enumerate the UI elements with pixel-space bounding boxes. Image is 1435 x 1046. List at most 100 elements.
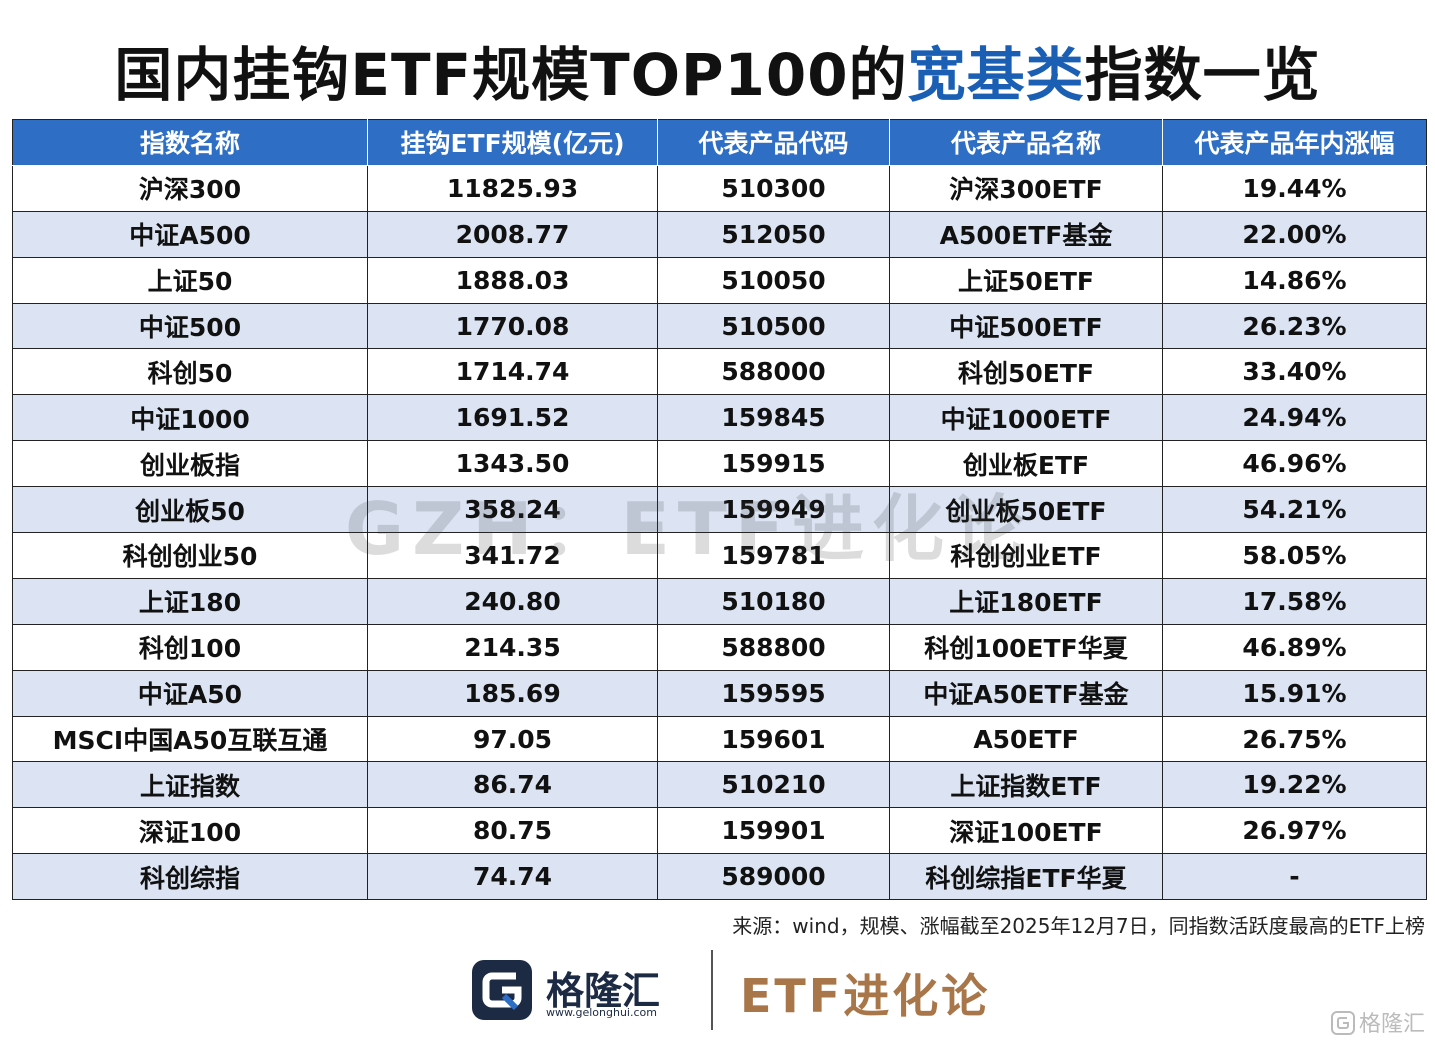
- table-cell: 科创50ETF: [889, 348, 1163, 396]
- table-cell: 17.58%: [1162, 577, 1427, 625]
- table-row: MSCI中国A50互联互通 97.05 159601 A50ETF 26.75%: [12, 715, 1427, 763]
- table-cell: 159915: [657, 440, 890, 488]
- logo-url: www.gelonghui.com: [546, 1006, 657, 1019]
- table-cell: -: [1162, 853, 1427, 901]
- table-cell: 24.94%: [1162, 394, 1427, 442]
- column-header: 代表产品名称: [889, 119, 1163, 166]
- table-cell: 中证1000ETF: [889, 394, 1163, 442]
- table-cell: 沪深300ETF: [889, 164, 1163, 212]
- table-cell: 159781: [657, 532, 890, 579]
- table-cell: 14.86%: [1162, 256, 1427, 304]
- table-cell: 86.74: [367, 761, 658, 809]
- table-cell: 159901: [657, 807, 890, 855]
- table-row: 中证500 1770.08 510500 中证500ETF 26.23%: [12, 302, 1427, 350]
- table-cell: 科创综指ETF华夏: [889, 853, 1163, 901]
- table-cell: 589000: [657, 853, 890, 901]
- table-row: 科创创业50 341.72 159781 科创创业ETF 58.05%: [12, 532, 1427, 579]
- table-cell: 159595: [657, 669, 890, 717]
- table-cell: 358.24: [367, 486, 658, 534]
- etf-table-container: 指数名称 挂钩ETF规模(亿元) 代表产品代码 代表产品名称 代表产品年内涨幅 …: [12, 119, 1427, 901]
- table-cell: 科创100ETF华夏: [889, 623, 1163, 671]
- table-row: 上证指数 86.74 510210 上证指数ETF 19.22%: [12, 761, 1427, 809]
- table-cell: 沪深300: [12, 164, 368, 212]
- table-row: 中证A500 2008.77 512050 A500ETF基金 22.00%: [12, 210, 1427, 258]
- table-cell: 1714.74: [367, 348, 658, 396]
- table-cell: 240.80: [367, 577, 658, 625]
- table-cell: 深证100ETF: [889, 807, 1163, 855]
- table-cell: A500ETF基金: [889, 210, 1163, 258]
- table-cell: 中证A50ETF基金: [889, 669, 1163, 717]
- table-cell: A50ETF: [889, 715, 1163, 763]
- table-cell: 中证A500: [12, 210, 368, 258]
- table-cell: 510180: [657, 577, 890, 625]
- table-cell: 上证180: [12, 577, 368, 625]
- table-row: 上证50 1888.03 510050 上证50ETF 14.86%: [12, 256, 1427, 304]
- table-cell: 58.05%: [1162, 532, 1427, 579]
- table-cell: 26.23%: [1162, 302, 1427, 350]
- table-cell: 1691.52: [367, 394, 658, 442]
- table-cell: 2008.77: [367, 210, 658, 258]
- table-cell: 科创创业50: [12, 532, 368, 579]
- table-row: 科创综指 74.74 589000 科创综指ETF华夏 -: [12, 853, 1427, 901]
- table-cell: 159845: [657, 394, 890, 442]
- logo-name: 格隆汇: [546, 969, 661, 1013]
- title-highlight: 宽基类: [907, 41, 1085, 109]
- table-cell: 11825.93: [367, 164, 658, 212]
- table-row: 上证180 240.80 510180 上证180ETF 17.58%: [12, 577, 1427, 625]
- table-row: 中证1000 1691.52 159845 中证1000ETF 24.94%: [12, 394, 1427, 442]
- table-cell: 中证500: [12, 302, 368, 350]
- table-cell: 上证指数ETF: [889, 761, 1163, 809]
- brand-name: ETF进化论: [740, 969, 991, 1023]
- table-cell: 19.44%: [1162, 164, 1427, 212]
- table-cell: 341.72: [367, 532, 658, 579]
- table-cell: 1888.03: [367, 256, 658, 304]
- table-cell: 15.91%: [1162, 669, 1427, 717]
- etf-table: 指数名称 挂钩ETF规模(亿元) 代表产品代码 代表产品名称 代表产品年内涨幅 …: [12, 119, 1427, 901]
- table-cell: 上证50: [12, 256, 368, 304]
- table-cell: 科创100: [12, 623, 368, 671]
- table-row: 科创50 1714.74 588000 科创50ETF 33.40%: [12, 348, 1427, 396]
- source-note: 来源：wind，规模、涨幅截至2025年12月7日，同指数活跃度最高的ETF上榜: [732, 914, 1425, 938]
- table-cell: 512050: [657, 210, 890, 258]
- table-cell: 22.00%: [1162, 210, 1427, 258]
- corner-mark-text: 格隆汇: [1358, 1012, 1425, 1037]
- corner-watermark: 格隆汇: [1330, 1006, 1425, 1038]
- gelonghui-g-logo-icon: [472, 960, 532, 1020]
- table-cell: 54.21%: [1162, 486, 1427, 534]
- table-cell: 上证180ETF: [889, 577, 1163, 625]
- title-part2: 指数一览: [1084, 41, 1321, 109]
- table-row: 创业板指 1343.50 159915 创业板ETF 46.96%: [12, 440, 1427, 488]
- table-cell: 159601: [657, 715, 890, 763]
- table-cell: 科创创业ETF: [889, 532, 1163, 579]
- table-cell: 185.69: [367, 669, 658, 717]
- table-cell: 588000: [657, 348, 890, 396]
- table-cell: 1343.50: [367, 440, 658, 488]
- table-cell: 创业板指: [12, 440, 368, 488]
- table-cell: 510500: [657, 302, 890, 350]
- table-cell: 159949: [657, 486, 890, 534]
- table-cell: 中证1000: [12, 394, 368, 442]
- table-cell: 46.89%: [1162, 623, 1427, 671]
- table-cell: MSCI中国A50互联互通: [12, 715, 368, 763]
- table-cell: 深证100: [12, 807, 368, 855]
- title-part1: 国内挂钩ETF规模TOP100的: [114, 41, 908, 109]
- table-cell: 上证指数: [12, 761, 368, 809]
- table-row: 创业板50 358.24 159949 创业板50ETF 54.21%: [12, 486, 1427, 534]
- table-cell: 1770.08: [367, 302, 658, 350]
- table-cell: 74.74: [367, 853, 658, 901]
- column-header: 代表产品代码: [657, 119, 890, 166]
- table-row: 中证A50 185.69 159595 中证A50ETF基金 15.91%: [12, 669, 1427, 717]
- column-header: 代表产品年内涨幅: [1162, 119, 1427, 166]
- table-cell: 科创50: [12, 348, 368, 396]
- page-title: 国内挂钩ETF规模TOP100的宽基类指数一览: [0, 28, 1435, 112]
- table-cell: 588800: [657, 623, 890, 671]
- table-cell: 214.35: [367, 623, 658, 671]
- gelonghui-logo: 格隆汇 www.gelonghui.com: [470, 956, 680, 1024]
- table-cell: 创业板ETF: [889, 440, 1163, 488]
- table-cell: 创业板50: [12, 486, 368, 534]
- table-cell: 510300: [657, 164, 890, 212]
- table-cell: 上证50ETF: [889, 256, 1163, 304]
- table-cell: 510210: [657, 761, 890, 809]
- table-header-row: 指数名称 挂钩ETF规模(亿元) 代表产品代码 代表产品名称 代表产品年内涨幅: [12, 119, 1427, 166]
- column-header: 挂钩ETF规模(亿元): [367, 119, 658, 166]
